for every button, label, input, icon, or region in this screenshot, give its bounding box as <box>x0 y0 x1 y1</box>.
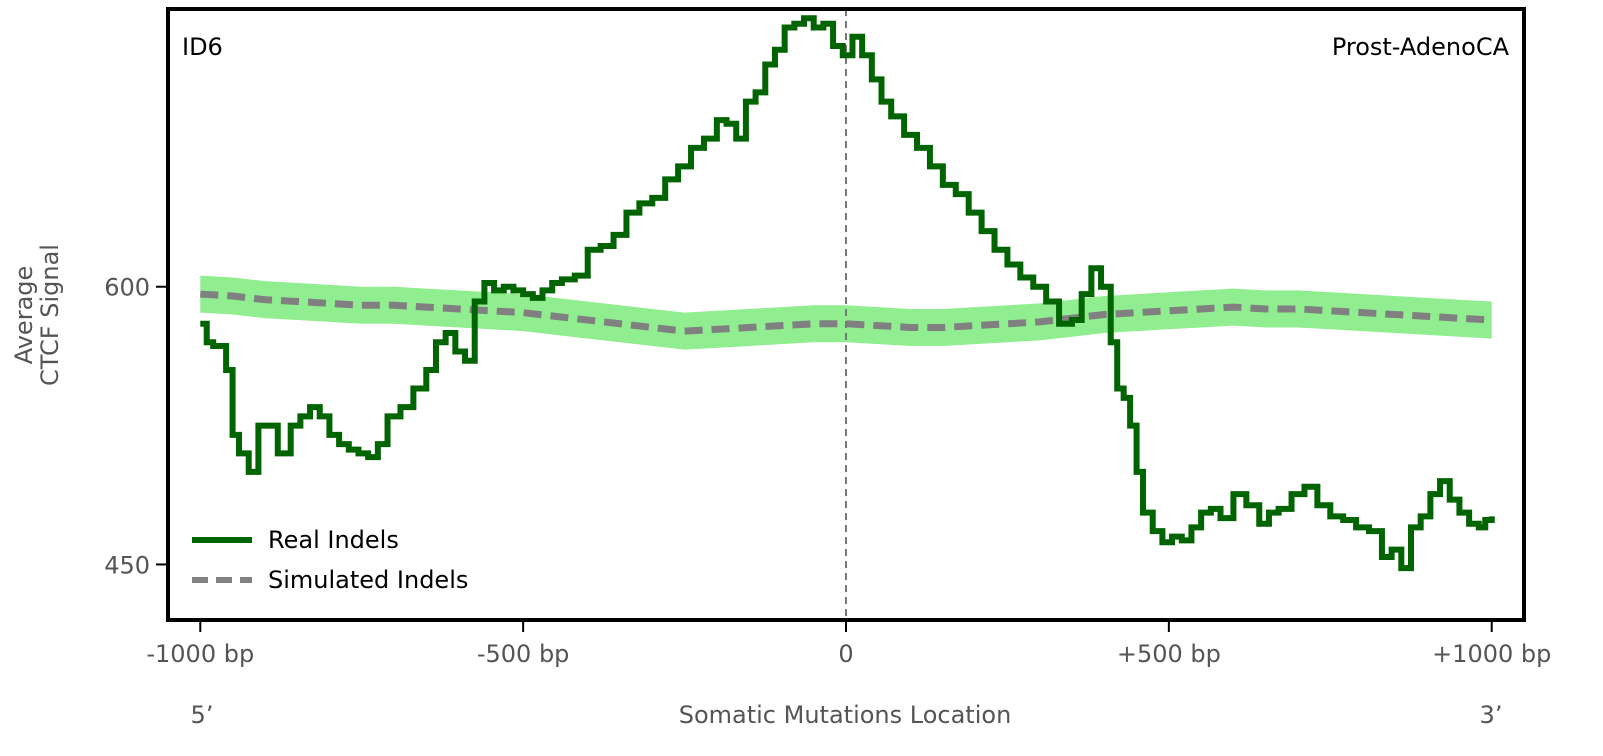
legend-label-real: Real Indels <box>268 526 399 554</box>
y-axis-ticks: 450 600 <box>104 274 168 579</box>
legend: Real Indels Simulated Indels <box>192 526 468 594</box>
three-prime-label: 3’ <box>1480 701 1503 729</box>
x-tick-label: -500 bp <box>477 640 570 668</box>
cancer-type-label: Prost-AdenoCA <box>1332 33 1510 61</box>
x-tick-label: -1000 bp <box>146 640 254 668</box>
y-tick-label: 450 <box>104 551 150 579</box>
series-layer <box>200 15 1495 572</box>
five-prime-label: 5’ <box>191 701 214 729</box>
y-axis-title-line1: Average <box>10 266 38 365</box>
x-axis-title: Somatic Mutations Location <box>679 701 1012 729</box>
x-tick-label: +500 bp <box>1117 640 1221 668</box>
x-axis-ticks: -1000 bp -500 bp 0 +500 bp +1000 bp <box>146 620 1551 668</box>
x-tick-label: 0 <box>838 640 853 668</box>
legend-label-simulated: Simulated Indels <box>268 566 468 594</box>
y-tick-label: 600 <box>104 274 150 302</box>
x-tick-label: +1000 bp <box>1432 640 1551 668</box>
y-axis-title-line2: CTCF Signal <box>36 244 64 386</box>
panel-label: ID6 <box>182 33 223 61</box>
series-real-indels <box>200 15 1495 572</box>
